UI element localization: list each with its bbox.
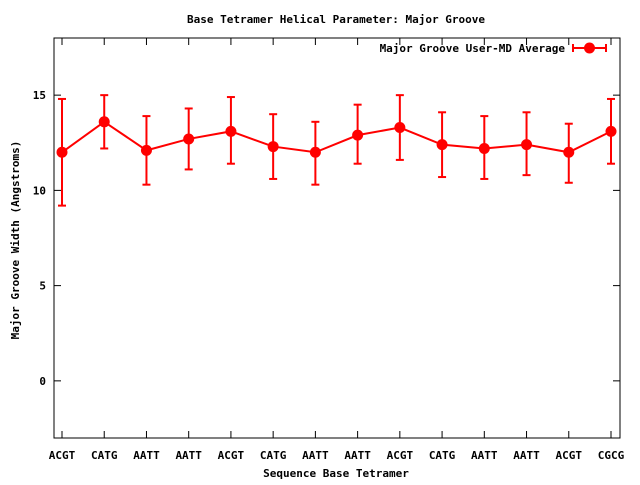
data-point [563, 146, 575, 158]
x-tick-label: ACGT [556, 449, 583, 462]
x-tick-label: AATT [471, 449, 498, 462]
y-tick-label: 0 [39, 375, 46, 388]
y-tick-label: 15 [33, 89, 46, 102]
series-line [61, 120, 612, 154]
data-point [521, 139, 533, 151]
x-tick-label: CGCG [598, 449, 625, 462]
data-point [183, 133, 195, 145]
x-tick-label: AATT [344, 449, 371, 462]
x-tick-label: AATT [513, 449, 540, 462]
y-tick-label: 10 [33, 184, 46, 197]
legend-marker [584, 42, 595, 54]
x-tick-label: AATT [133, 449, 160, 462]
x-tick-label: ACGT [49, 449, 76, 462]
legend: Major Groove User-MD Average [380, 42, 607, 55]
legend-label: Major Groove User-MD Average [380, 42, 566, 55]
plot-frame [53, 37, 621, 439]
data-point [394, 122, 406, 134]
data-point [436, 139, 448, 151]
x-tick-label: CATG [91, 449, 118, 462]
data-point [605, 125, 617, 137]
y-axis: 0 5 10 15 [33, 89, 620, 388]
data-point [478, 142, 490, 154]
x-tick-label: AATT [302, 449, 329, 462]
x-axis-label: Sequence Base Tetramer [263, 467, 409, 480]
x-axis: ACGT CATG AATT AATT ACGT CATG AATT AATT ACGT CATG… [49, 38, 625, 462]
x-tick-label: ACGT [218, 449, 245, 462]
data-point [352, 129, 364, 141]
x-tick-label: AATT [175, 449, 202, 462]
series-layer [56, 94, 617, 207]
data-point [267, 141, 279, 153]
data-point [225, 125, 237, 137]
x-tick-label: CATG [260, 449, 287, 462]
data-point [140, 144, 152, 156]
y-tick-label: 5 [39, 280, 46, 293]
chart-title: Base Tetramer Helical Parameter: Major G… [187, 13, 485, 26]
data-point [56, 146, 68, 158]
x-tick-label: ACGT [387, 449, 414, 462]
data-point [98, 116, 110, 128]
x-tick-label: CATG [429, 449, 456, 462]
data-point [309, 146, 321, 158]
y-axis-label: Major Groove Width (Angstroms) [9, 141, 22, 340]
